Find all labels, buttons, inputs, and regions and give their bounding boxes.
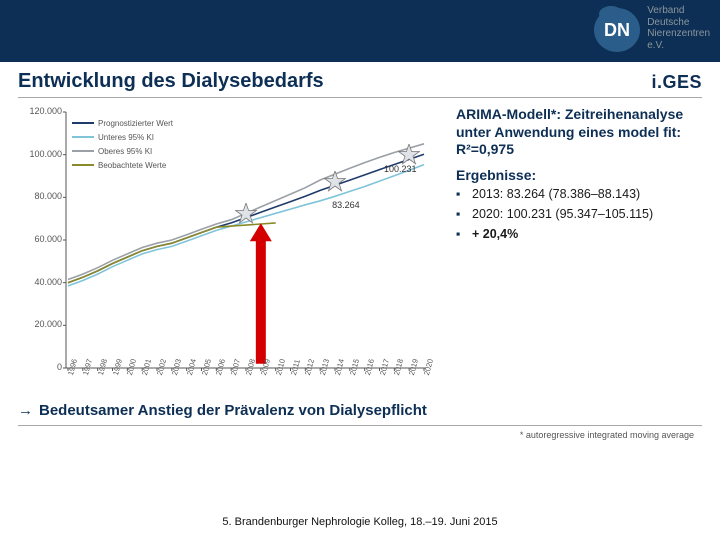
- chart-legend: Prognostizierter Wert Unteres 95% KI Obere…: [72, 116, 173, 172]
- rule-top: [18, 97, 702, 98]
- conclusion-arrow-icon: →: [18, 402, 33, 419]
- side-text: ARIMA-Modell*: Zeitreihenanalyse unter A…: [456, 106, 702, 396]
- y-tick-label: 40.000: [26, 277, 62, 287]
- x-tick-label: 2007: [229, 358, 245, 377]
- x-tick-label: 2001: [140, 358, 156, 377]
- page: DN Verband Deutsche Nierenzentren e.V. E…: [0, 0, 720, 540]
- y-tick-label: 80.000: [26, 191, 62, 201]
- y-tick-label: 20.000: [26, 319, 62, 329]
- y-tick-label: 0: [26, 362, 62, 372]
- legend-row: Oberes 95% KI: [72, 144, 173, 158]
- bullet-icon: ▪: [456, 187, 466, 201]
- slide-title: Entwicklung des Dialysebedarfs: [18, 70, 702, 93]
- brand-line2: Deutsche: [647, 17, 710, 29]
- star-icon: [235, 203, 257, 225]
- callout-label: 83.264: [332, 200, 360, 210]
- x-tick-label: 2018: [392, 358, 408, 377]
- chart-area: Prognostizierter Wert Unteres 95% KI Obere…: [18, 106, 448, 396]
- brand-line1: Verband: [647, 5, 710, 17]
- legend-label: Beobachtete Werte: [98, 161, 166, 170]
- brand-line3: Nierenzentren: [647, 28, 710, 40]
- top-bar: DN Verband Deutsche Nierenzentren e.V.: [0, 0, 720, 62]
- x-tick-label: 2014: [333, 358, 349, 377]
- legend-label: Prognostizierter Wert: [98, 119, 173, 128]
- brand-logo: DN: [593, 4, 641, 52]
- legend-swatch: [72, 122, 94, 124]
- legend-row: Unteres 95% KI: [72, 130, 173, 144]
- iges-logo-text: i.GES: [651, 72, 702, 93]
- y-tick-label: 120.000: [26, 106, 62, 116]
- legend-swatch: [72, 136, 94, 138]
- content-row: Prognostizierter Wert Unteres 95% KI Obere…: [18, 106, 702, 396]
- result-text: + 20,4%: [472, 227, 518, 241]
- x-tick-label: 2013: [318, 358, 334, 377]
- result-text: 2020: 100.231 (95.347–105.115): [472, 207, 653, 221]
- x-tick-label: 2008: [244, 358, 260, 377]
- result-item: ▪ + 20,4%: [456, 227, 702, 241]
- legend-swatch: [72, 150, 94, 152]
- slide-body: Entwicklung des Dialysebedarfs i.GES Pro…: [18, 70, 702, 500]
- x-tick-label: 2012: [303, 358, 319, 377]
- result-item: ▪ 2013: 83.264 (78.386–88.143): [456, 187, 702, 201]
- x-tick-label: 2006: [214, 358, 230, 377]
- x-tick-label: 2020: [422, 358, 438, 377]
- bullet-icon: ▪: [456, 207, 466, 221]
- legend-swatch: [72, 164, 94, 166]
- legend-label: Oberes 95% KI: [98, 147, 152, 156]
- x-tick-label: 2019: [407, 358, 423, 377]
- y-tick-label: 100.000: [26, 149, 62, 159]
- chart-plot: Prognostizierter Wert Unteres 95% KI Obere…: [66, 112, 426, 368]
- star-icon: [398, 144, 420, 166]
- star-icon: [324, 171, 346, 193]
- results-list: ▪ 2013: 83.264 (78.386–88.143) ▪ 2020: 100.…: [456, 187, 702, 241]
- results-heading: Ergebnisse:: [456, 167, 702, 183]
- bullet-icon: ▪: [456, 227, 466, 241]
- footnote: * autoregressive integrated moving avera…: [520, 430, 694, 440]
- legend-row: Prognostizierter Wert: [72, 116, 173, 130]
- brand-block: DN Verband Deutsche Nierenzentren e.V.: [593, 4, 710, 52]
- conclusion-text: Bedeutsamer Anstieg der Prävalenz von Di…: [39, 402, 427, 419]
- result-item: ▪ 2020: 100.231 (95.347–105.115): [456, 207, 702, 221]
- svg-text:DN: DN: [604, 20, 630, 40]
- x-tick-label: 1996: [66, 358, 82, 377]
- y-tick-label: 60.000: [26, 234, 62, 244]
- x-tick-label: 2002: [155, 358, 171, 377]
- conclusion-row: → Bedeutsamer Anstieg der Prävalenz von …: [18, 402, 702, 419]
- result-text: 2013: 83.264 (78.386–88.143): [472, 187, 640, 201]
- brand-suffix: e.V.: [647, 40, 710, 52]
- footer-caption: 5. Brandenburger Nephrologie Kolleg, 18.…: [222, 516, 497, 528]
- rule-bottom: [18, 425, 702, 426]
- brand-text: Verband Deutsche Nierenzentren e.V.: [647, 5, 710, 51]
- legend-label: Unteres 95% KI: [98, 133, 154, 142]
- x-tick-label: 2000: [125, 358, 141, 377]
- red-arrow-icon: [250, 223, 272, 364]
- legend-row: Beobachtete Werte: [72, 158, 173, 172]
- model-heading: ARIMA-Modell*: Zeitreihenanalyse unter A…: [456, 106, 702, 159]
